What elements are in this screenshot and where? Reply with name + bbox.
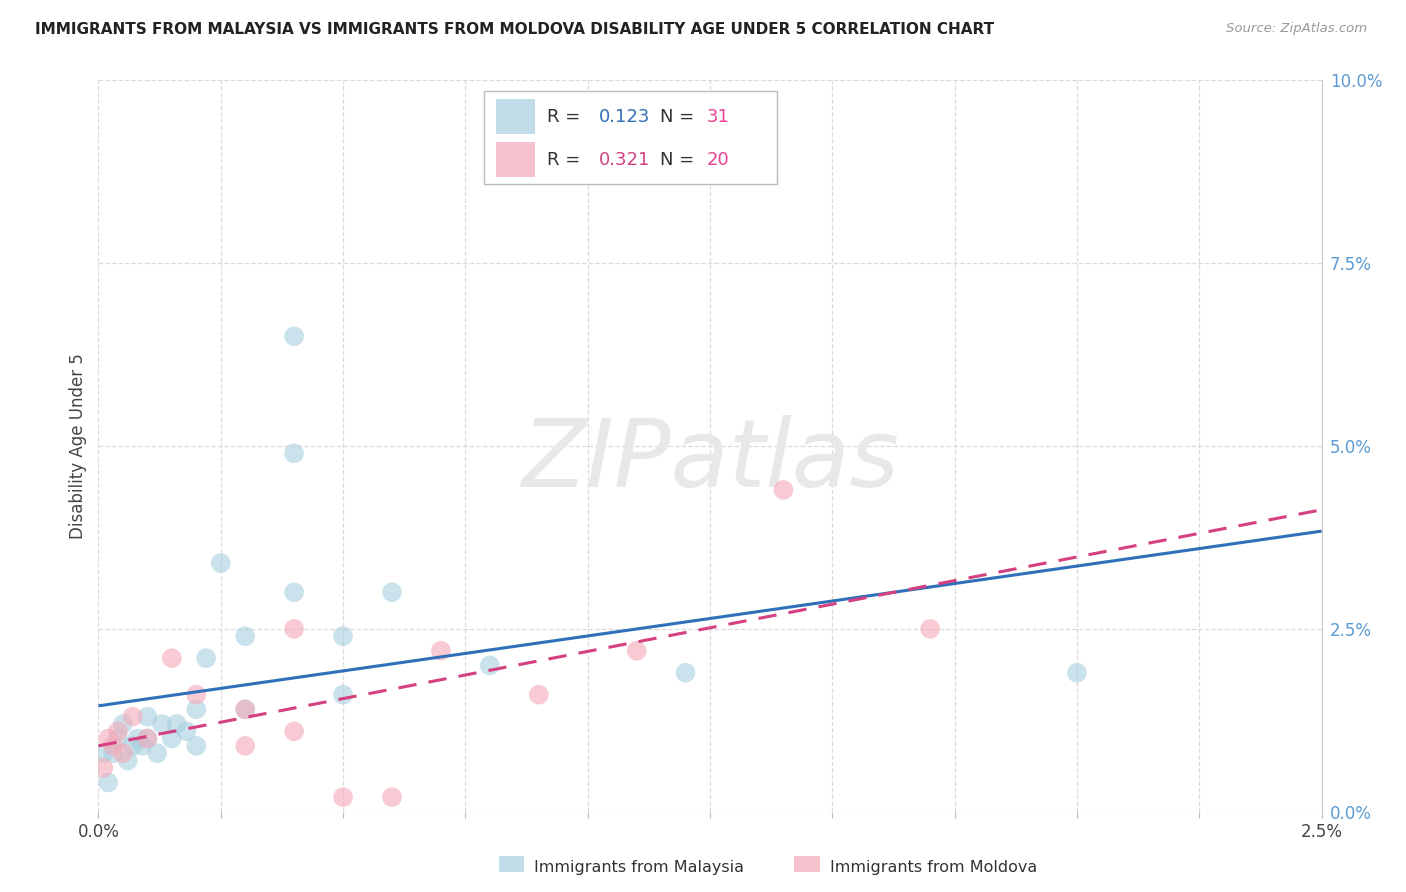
Point bbox=[626, 644, 648, 658]
Point bbox=[91, 746, 114, 760]
Point bbox=[283, 724, 305, 739]
Point bbox=[186, 702, 208, 716]
Bar bbox=[496, 142, 536, 178]
Point bbox=[101, 739, 124, 753]
Point bbox=[772, 483, 794, 497]
Point bbox=[675, 665, 697, 680]
Point bbox=[111, 717, 134, 731]
Point bbox=[233, 739, 256, 753]
Point bbox=[1066, 665, 1088, 680]
Point bbox=[332, 790, 354, 805]
Point bbox=[176, 724, 198, 739]
Text: 20: 20 bbox=[706, 151, 730, 169]
Text: IMMIGRANTS FROM MALAYSIA VS IMMIGRANTS FROM MOLDOVA DISABILITY AGE UNDER 5 CORRE: IMMIGRANTS FROM MALAYSIA VS IMMIGRANTS F… bbox=[35, 22, 994, 37]
Point bbox=[121, 709, 143, 723]
Text: Source: ZipAtlas.com: Source: ZipAtlas.com bbox=[1226, 22, 1367, 36]
Point bbox=[166, 717, 188, 731]
Point bbox=[920, 622, 942, 636]
Point bbox=[91, 761, 114, 775]
Point bbox=[117, 754, 139, 768]
Point bbox=[332, 688, 354, 702]
Text: Immigrants from Malaysia: Immigrants from Malaysia bbox=[534, 860, 744, 874]
Point bbox=[131, 739, 153, 753]
Point bbox=[150, 717, 173, 731]
Text: N =: N = bbox=[659, 151, 700, 169]
Point bbox=[101, 746, 124, 760]
Point bbox=[107, 724, 129, 739]
Text: Immigrants from Moldova: Immigrants from Moldova bbox=[830, 860, 1036, 874]
Text: ZIPatlas: ZIPatlas bbox=[522, 415, 898, 506]
Point bbox=[160, 731, 183, 746]
Point bbox=[186, 739, 208, 753]
Point bbox=[381, 585, 404, 599]
Text: R =: R = bbox=[547, 108, 586, 126]
Point bbox=[186, 688, 208, 702]
Point bbox=[121, 739, 143, 753]
Point bbox=[430, 644, 453, 658]
Point bbox=[195, 651, 218, 665]
Point bbox=[381, 790, 404, 805]
Text: R =: R = bbox=[547, 151, 586, 169]
Bar bbox=[496, 99, 536, 135]
Text: 0.321: 0.321 bbox=[599, 151, 650, 169]
Point bbox=[283, 585, 305, 599]
Point bbox=[233, 629, 256, 643]
Text: 31: 31 bbox=[706, 108, 730, 126]
Point bbox=[111, 746, 134, 760]
Point bbox=[136, 709, 159, 723]
Point bbox=[136, 731, 159, 746]
Point bbox=[527, 688, 550, 702]
Point bbox=[332, 629, 354, 643]
Point bbox=[146, 746, 169, 760]
Text: N =: N = bbox=[659, 108, 700, 126]
Y-axis label: Disability Age Under 5: Disability Age Under 5 bbox=[69, 353, 87, 539]
Point bbox=[283, 329, 305, 343]
Point bbox=[478, 658, 501, 673]
Point bbox=[97, 731, 120, 746]
Point bbox=[127, 731, 149, 746]
Point bbox=[283, 446, 305, 460]
Point bbox=[209, 556, 232, 570]
Point bbox=[107, 731, 129, 746]
Point bbox=[233, 702, 256, 716]
FancyBboxPatch shape bbox=[484, 90, 778, 184]
Point bbox=[160, 651, 183, 665]
Point bbox=[283, 622, 305, 636]
Point bbox=[97, 775, 120, 789]
Point bbox=[233, 702, 256, 716]
Text: 0.123: 0.123 bbox=[599, 108, 650, 126]
Point bbox=[136, 731, 159, 746]
